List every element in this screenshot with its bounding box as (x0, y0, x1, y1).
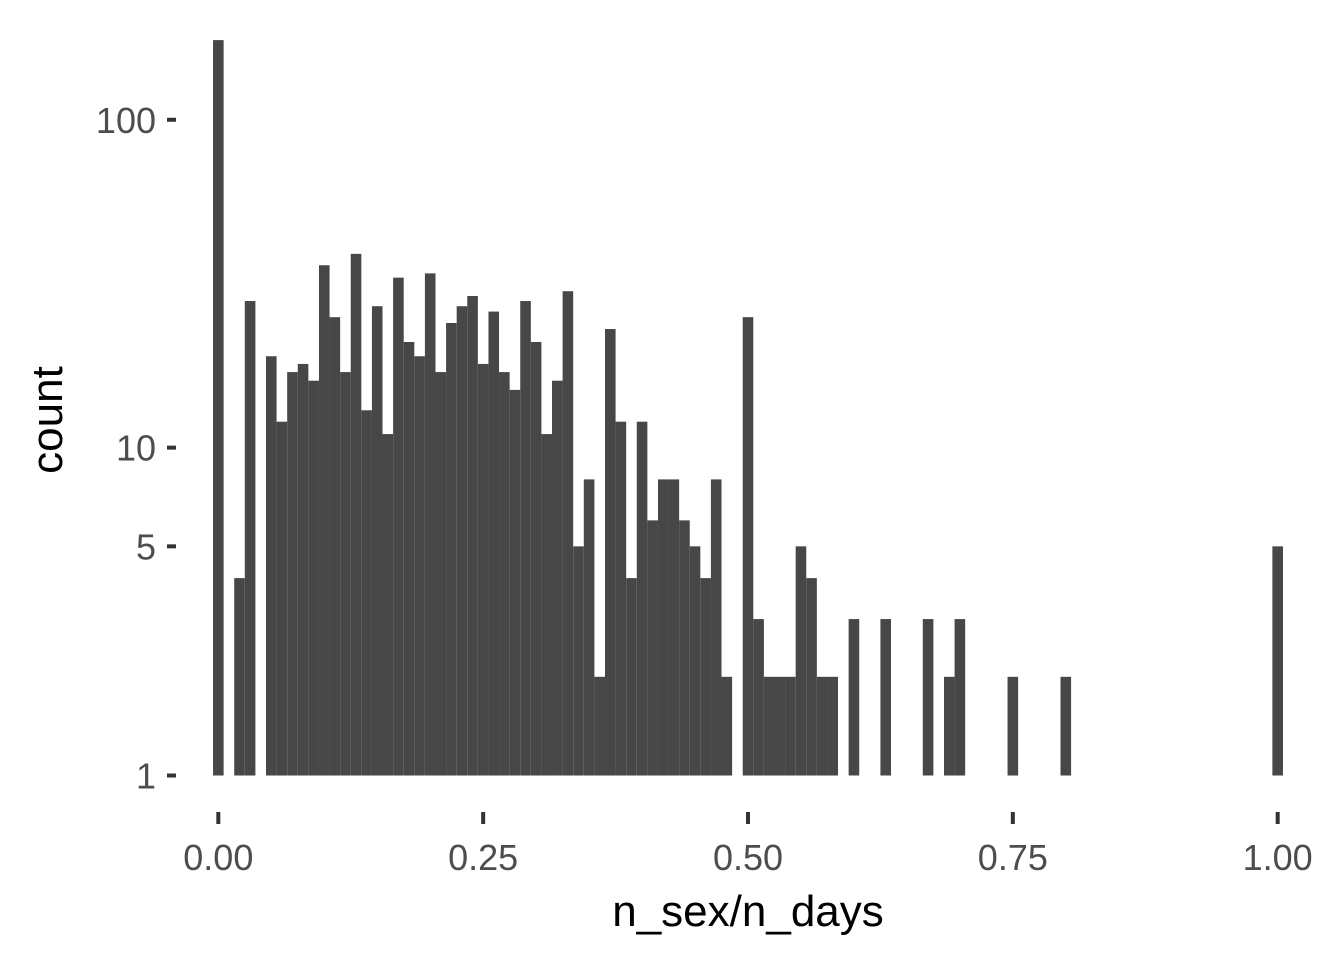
histogram-bar (287, 372, 298, 776)
histogram-bar (265, 356, 277, 776)
histogram-bar (244, 301, 256, 776)
histogram-bars (213, 40, 1283, 776)
y-tick-label: 100 (96, 100, 156, 141)
histogram-bar (1060, 676, 1072, 776)
y-axis-ticks: 1 5 10 100 (96, 100, 176, 797)
histogram-bar (467, 296, 478, 776)
histogram-bar (562, 291, 574, 776)
histogram-bar (785, 676, 796, 776)
histogram-bar (880, 619, 892, 776)
histogram-bar (827, 676, 839, 776)
histogram-bar (753, 619, 764, 776)
x-tick-label: 0.00 (183, 837, 253, 878)
histogram-bar (329, 317, 341, 776)
histogram-bar (943, 676, 955, 776)
histogram-bar (657, 479, 669, 776)
histogram-bar (318, 265, 330, 776)
histogram-bar (573, 546, 584, 776)
histogram-bar (403, 341, 415, 776)
y-tick-label: 10 (116, 428, 156, 469)
histogram-bar (456, 306, 468, 776)
histogram-bar (371, 306, 383, 776)
histogram-bar (350, 253, 362, 776)
histogram-bar (954, 619, 966, 776)
histogram-bar (636, 421, 648, 776)
histogram-bar (414, 356, 425, 776)
histogram-bar (1007, 676, 1019, 776)
histogram-bar (382, 434, 394, 776)
histogram-bar (477, 363, 489, 776)
x-axis-title: n_sex/n_days (612, 887, 884, 936)
y-axis-title: count (23, 366, 72, 474)
x-axis-ticks: 0.00 0.25 0.50 0.75 1.00 (183, 812, 1313, 878)
histogram-bar (308, 380, 319, 776)
histogram-bar (763, 676, 775, 776)
histogram-bar (668, 479, 680, 776)
histogram-bar (721, 676, 733, 776)
histogram-bar (361, 410, 372, 776)
histogram-bar (297, 363, 309, 776)
histogram-bar (774, 676, 786, 776)
histogram-bar (615, 421, 627, 776)
y-tick-label: 5 (136, 526, 156, 567)
histogram-bar (795, 546, 807, 776)
histogram-bar (710, 479, 722, 776)
x-tick-label: 0.50 (713, 837, 783, 878)
histogram-bar (424, 273, 436, 776)
histogram-bar (446, 322, 457, 776)
histogram-bar (541, 434, 553, 776)
histogram-bar (276, 421, 288, 776)
histogram-bar (552, 380, 563, 776)
x-tick-label: 0.25 (448, 837, 518, 878)
histogram-bar (700, 578, 711, 776)
histogram-bar (520, 301, 531, 776)
histogram-bar (742, 317, 754, 776)
histogram-bar (509, 389, 521, 776)
histogram-bar (806, 578, 817, 776)
histogram-bar (583, 479, 595, 776)
histogram-bar (499, 372, 510, 776)
histogram-bar (213, 40, 224, 776)
histogram-bar (626, 578, 637, 776)
histogram-bar (922, 619, 934, 776)
histogram-bar (848, 619, 860, 776)
histogram-bar (689, 546, 701, 776)
histogram-bar (647, 520, 658, 776)
x-tick-label: 1.00 (1243, 837, 1313, 878)
histogram-bar (604, 329, 616, 776)
x-tick-label: 0.75 (978, 837, 1048, 878)
histogram-bar (234, 578, 245, 776)
histogram-bar (393, 277, 404, 776)
histogram-bar (530, 341, 542, 776)
histogram-bar (488, 311, 500, 776)
histogram-bar (1272, 546, 1283, 776)
histogram-bar (594, 676, 605, 776)
histogram-bar (340, 372, 351, 776)
histogram-bar (816, 676, 828, 776)
histogram-bar (679, 520, 690, 776)
histogram-bar (435, 372, 447, 776)
y-tick-label: 1 (136, 756, 156, 797)
